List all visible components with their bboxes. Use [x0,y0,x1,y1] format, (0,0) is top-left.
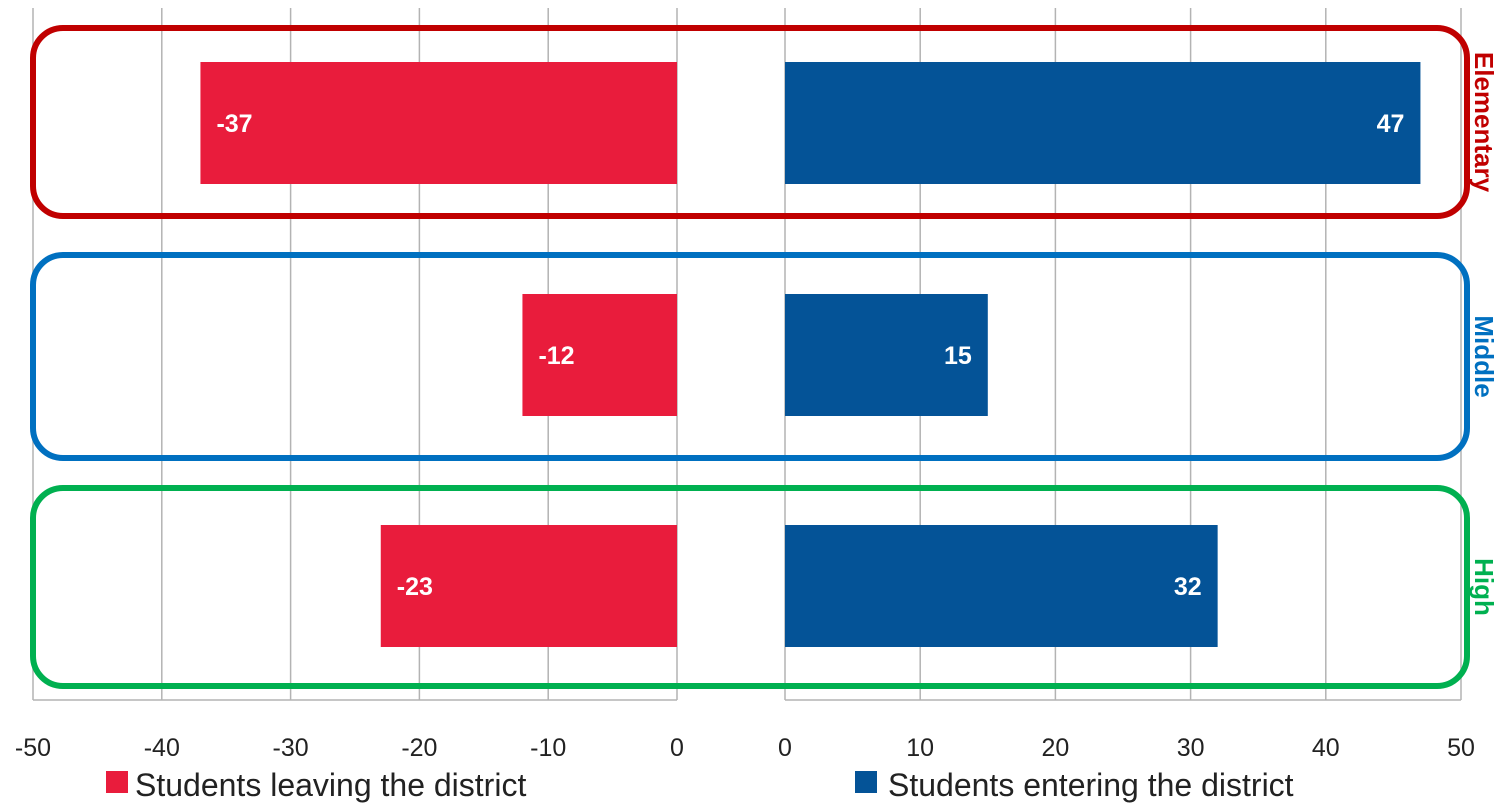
legend-swatch-entering [855,771,877,793]
bar-entering-high [785,525,1218,647]
group-frame-elementary [30,25,1470,219]
group-labels: Elementary Middle High [1469,52,1499,616]
bar-entering-elementary [785,62,1421,184]
data-label-entering-elementary: 47 [1377,110,1405,138]
tick-label-right: 50 [1447,734,1475,762]
legend-swatch-leaving [106,771,128,793]
group-label-high: High [1469,558,1499,616]
tick-label-right: 30 [1177,734,1205,762]
legend-label-leaving: Students leaving the district [135,767,526,803]
tick-label-right: 10 [906,734,934,762]
data-label-entering-middle: 15 [944,342,972,370]
tick-labels: -50 -40 -30 -20 -10 0 0 10 20 30 40 50 [15,734,1475,762]
group-label-elementary: Elementary [1469,52,1499,193]
group-frame-middle [30,252,1470,461]
group-frames [30,25,1470,689]
data-label-leaving-elementary: -37 [216,110,252,138]
tick-label-right: 0 [778,734,792,762]
data-label-leaving-middle: -12 [538,342,574,370]
group-label-middle: Middle [1469,315,1499,397]
tick-label-left: -50 [15,734,51,762]
bars: -37 47 -12 15 -23 32 [200,62,1421,647]
tick-label-right: 20 [1041,734,1069,762]
data-label-leaving-high: -23 [397,573,433,601]
tick-label-left: -20 [401,734,437,762]
tick-label-right: 40 [1312,734,1340,762]
bar-entering-middle [785,294,988,416]
tick-label-left: -10 [530,734,566,762]
bar-leaving-elementary [200,62,677,184]
data-label-entering-high: 32 [1174,573,1202,601]
legend-label-entering: Students entering the district [888,767,1294,803]
group-frame-high [30,485,1470,689]
tick-label-left: -30 [273,734,309,762]
legend: Students leaving the district Students en… [106,767,1294,803]
tick-label-left: -40 [144,734,180,762]
bar-leaving-high [380,525,677,647]
bar-leaving-middle [522,294,677,416]
tick-label-left: 0 [670,734,684,762]
